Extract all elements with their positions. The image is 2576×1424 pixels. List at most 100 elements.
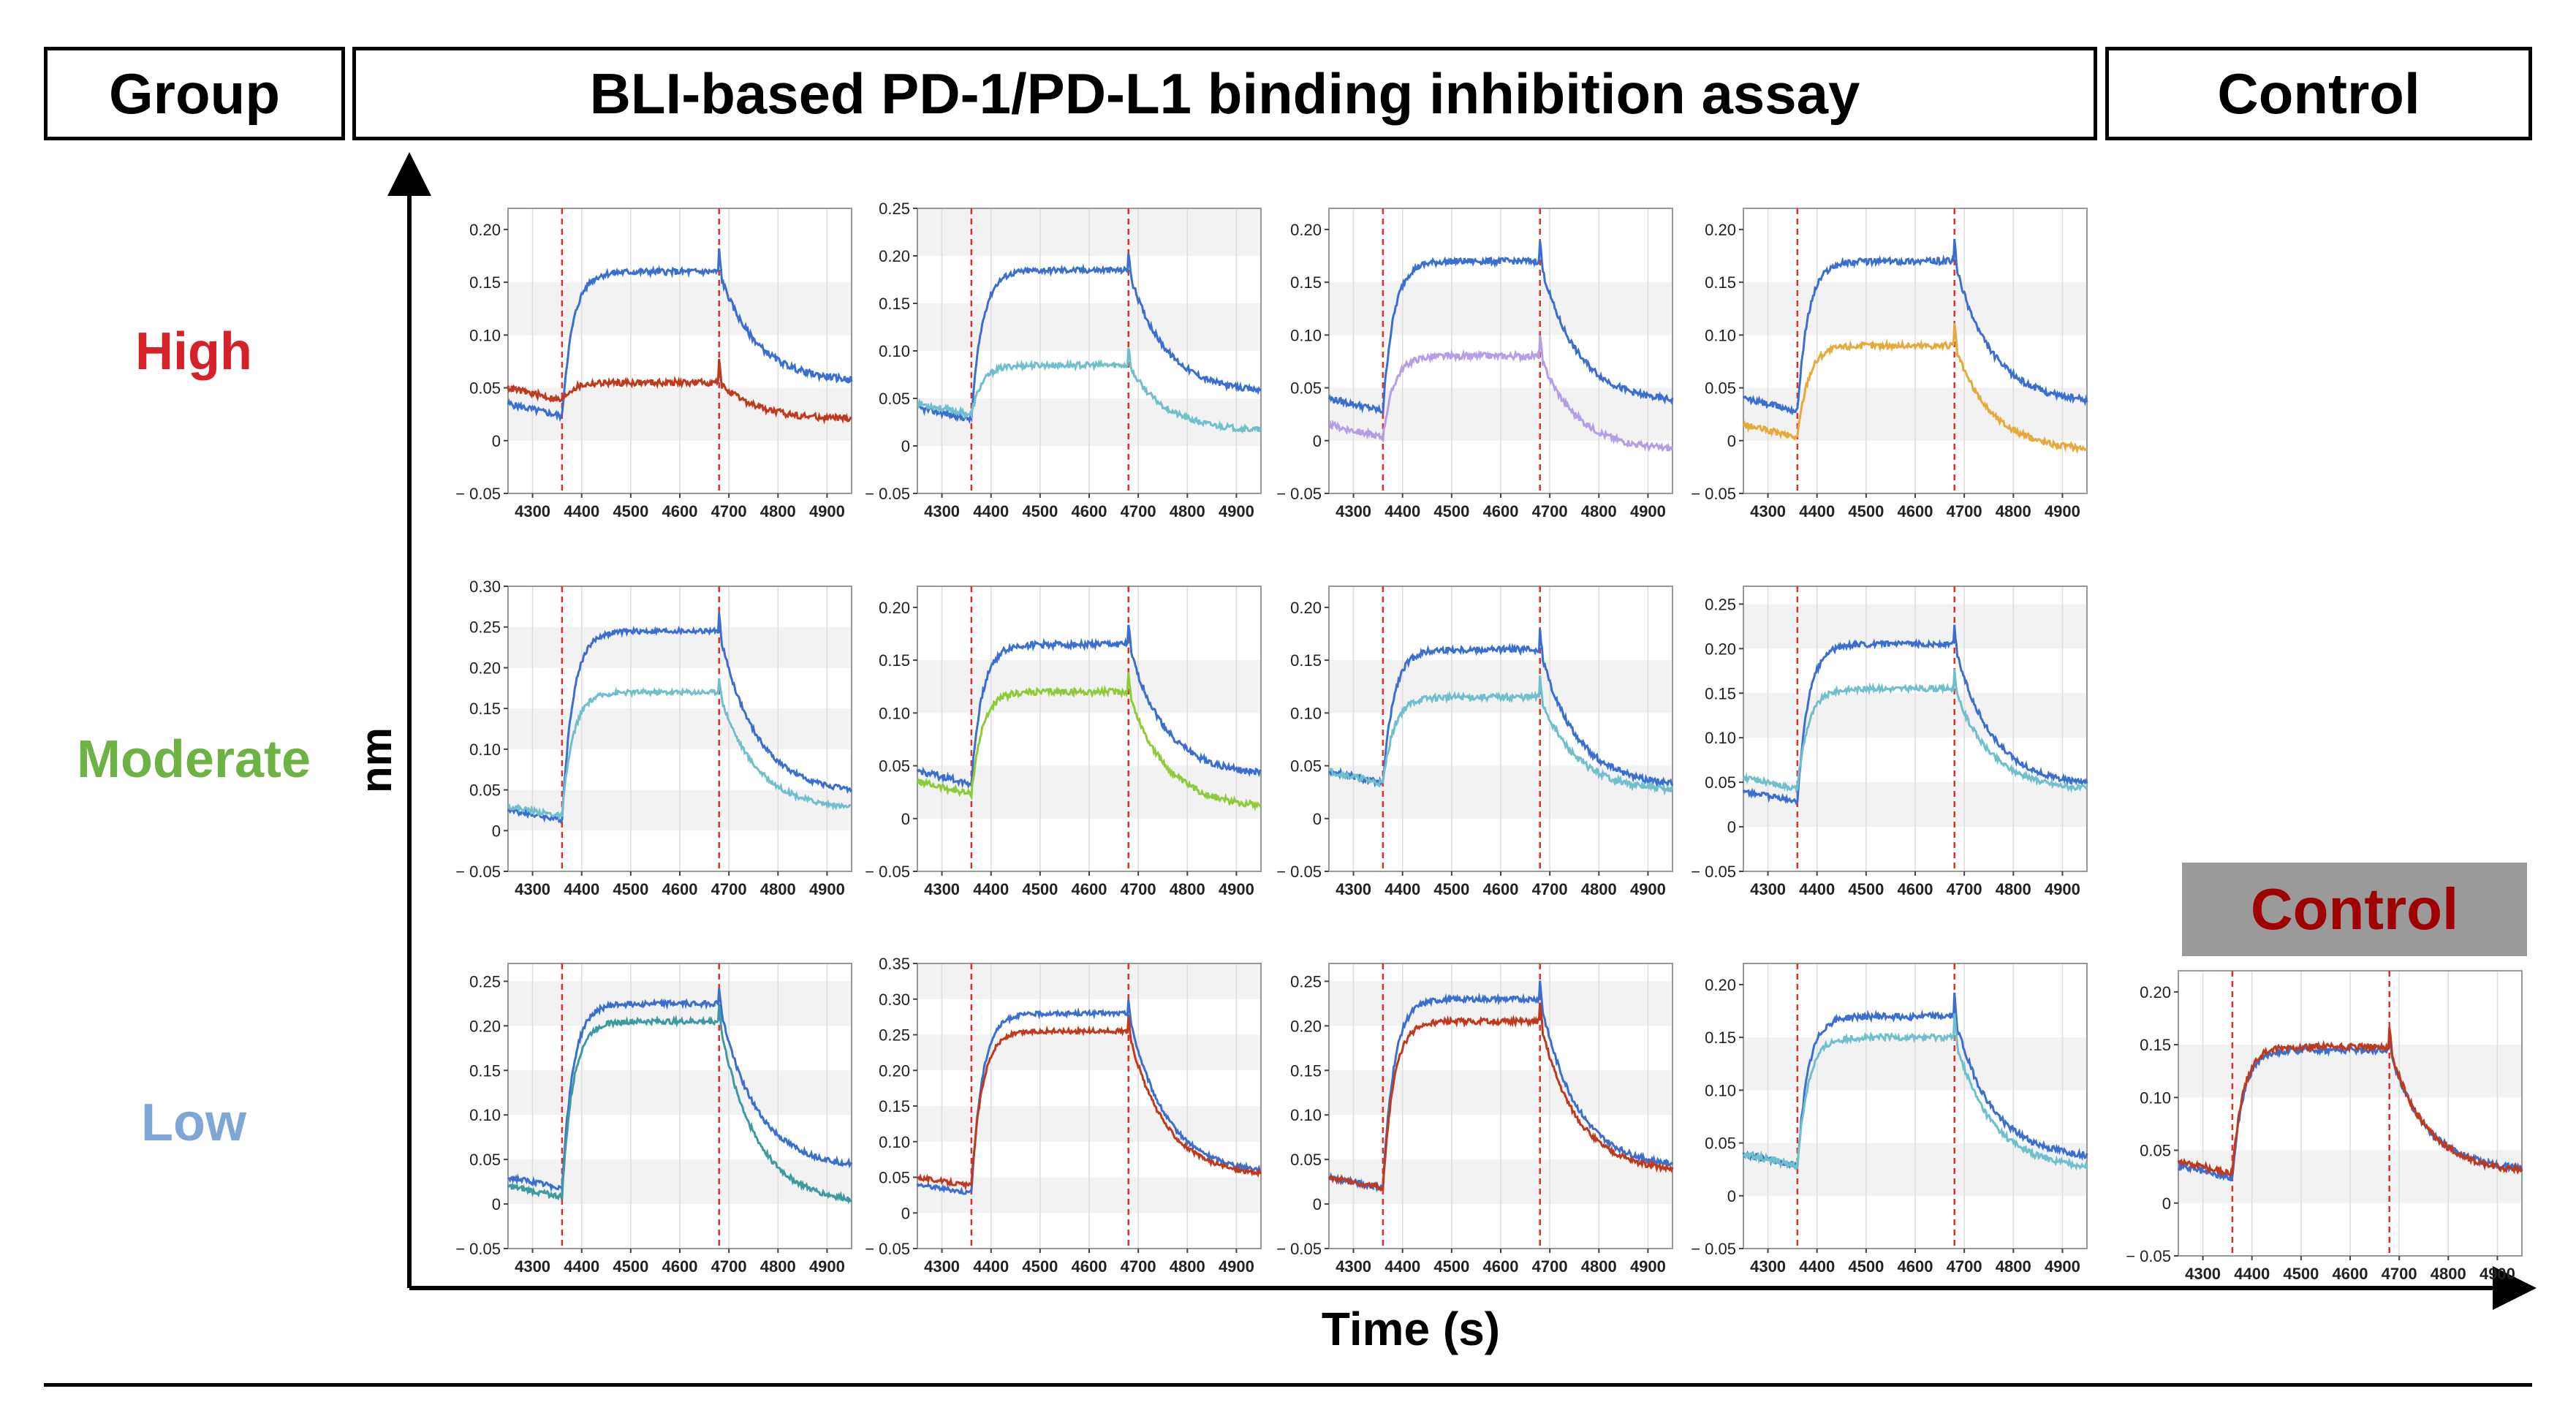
x-tick-label: 4900 (1219, 1257, 1254, 1276)
y-tick-label: − 0.05 (455, 1240, 501, 1258)
x-tick-label: 4800 (2431, 1265, 2466, 1283)
x-tick-label: 4800 (1170, 1257, 1205, 1276)
x-tick-label: 4900 (809, 880, 845, 898)
y-tick-label: 0.10 (1705, 1081, 1736, 1099)
y-tick-label: 0.35 (879, 955, 910, 973)
x-tick-label: 4300 (515, 1257, 550, 1276)
series-line-sample (1742, 669, 2088, 794)
x-tick-label: 4600 (1072, 1257, 1107, 1276)
x-tick-label: 4600 (1483, 1257, 1519, 1276)
x-tick-label: 4900 (2045, 502, 2080, 520)
panel-r2c3: − 0.05 0 0.05 0.10 0.15 0.20 4300 4400 4500 4600 4… (1276, 586, 1674, 898)
y-tick-label: 0.10 (1290, 326, 1322, 344)
series-line-sample (916, 672, 1262, 811)
x-tick-label: 4300 (1750, 502, 1786, 520)
y-tick-label: 0 (1313, 1195, 1322, 1213)
panel-r1c4: − 0.05 0 0.05 0.10 0.15 0.20 4300 4400 4500 4600 4… (1691, 208, 2088, 520)
x-tick-label: 4500 (613, 1257, 648, 1276)
y-tick-label: 0.20 (879, 599, 910, 617)
y-tick-label: 0.20 (469, 221, 501, 239)
y-tick-label: 0.10 (879, 1133, 910, 1151)
y-tick-label: 0.20 (2140, 983, 2171, 1001)
x-tick-label: 4700 (711, 502, 747, 520)
x-tick-label: 4700 (1121, 1257, 1156, 1276)
x-tick-label: 4600 (1483, 502, 1519, 520)
y-tick-label: 0.15 (879, 651, 910, 670)
y-tick-label: 0 (1727, 1187, 1736, 1205)
y-tick-label: 0.20 (1705, 221, 1736, 239)
y-tick-label: 0.10 (1705, 326, 1736, 344)
x-tick-label: 4800 (1581, 1257, 1617, 1276)
y-tick-label: − 0.05 (865, 485, 910, 503)
x-tick-label: 4900 (809, 502, 845, 520)
x-tick-label: 4700 (1947, 502, 1982, 520)
y-tick-label: 0.25 (469, 972, 501, 991)
y-tick-label: 0.25 (879, 200, 910, 218)
x-tick-label: 4600 (1072, 880, 1107, 898)
y-tick-label: − 0.05 (865, 1240, 910, 1258)
bottom-rule (44, 1383, 2532, 1387)
panel-r3c1: − 0.05 0 0.05 0.10 0.15 0.20 0.25 4300 4400 4500 4… (455, 963, 853, 1276)
y-tick-label: 0.05 (1705, 1135, 1736, 1153)
y-tick-label: 0.10 (1290, 1106, 1322, 1124)
panel-r3c4: − 0.05 0 0.05 0.10 0.15 0.20 4300 4400 4500 4600 4… (1691, 963, 2088, 1276)
x-tick-label: 4300 (515, 502, 550, 520)
x-tick-label: 4600 (1898, 1257, 1933, 1276)
series-line-sample (1328, 675, 1674, 796)
y-tick-label: 0 (901, 810, 910, 828)
x-tick-label: 4400 (2234, 1265, 2270, 1283)
y-tick-label: − 0.05 (455, 863, 501, 881)
series-line-reference (916, 624, 1262, 789)
x-tick-label: 4700 (2382, 1265, 2417, 1283)
y-tick-label: 0.15 (1290, 651, 1322, 670)
x-tick-label: 4700 (1947, 880, 1982, 898)
panel-r1c1: − 0.05 0 0.05 0.10 0.15 0.20 4300 4400 4500 4600 4… (455, 208, 853, 520)
x-tick-label: 4900 (1630, 880, 1666, 898)
row-label-low: Low (141, 1094, 246, 1152)
x-tick-label: 4700 (1532, 880, 1568, 898)
x-tick-label: 4300 (924, 880, 960, 898)
x-tick-label: 4300 (924, 1257, 960, 1276)
y-tick-label: 0.05 (1290, 379, 1322, 398)
y-tick-label: 0.05 (1705, 379, 1736, 398)
x-tick-label: 4500 (1022, 880, 1058, 898)
panel-r1c2: − 0.05 0 0.05 0.10 0.15 0.20 0.25 4300 4400 4500 4… (865, 200, 1262, 520)
y-tick-label: − 0.05 (865, 863, 910, 881)
series-line-reference (1742, 238, 2088, 416)
y-tick-label: 0 (901, 1204, 910, 1222)
y-tick-label: 0.05 (879, 390, 910, 408)
y-tick-label: 0.10 (469, 1106, 501, 1124)
x-tick-label: 4500 (1433, 1257, 1469, 1276)
y-tick-label: 0.05 (879, 757, 910, 776)
series-line-reference (507, 248, 853, 423)
y-tick-label: 0.05 (1290, 1151, 1322, 1169)
x-tick-label: 4300 (2185, 1265, 2221, 1283)
y-tick-label: 0.15 (2140, 1036, 2171, 1054)
y-tick-label: 0.25 (1290, 972, 1322, 991)
y-tick-label: 0.15 (1290, 1061, 1322, 1080)
y-tick-label: 0 (492, 1195, 501, 1213)
x-tick-label: 4500 (613, 880, 648, 898)
x-tick-label: 4800 (1170, 880, 1205, 898)
x-tick-label: 4400 (973, 1257, 1009, 1276)
x-tick-label: 4900 (1630, 502, 1666, 520)
series-line-reference (1327, 241, 1674, 414)
y-tick-label: 0.15 (1705, 273, 1736, 292)
row-label-high: High (135, 322, 252, 381)
x-tick-label: 4300 (1336, 1257, 1371, 1276)
x-tick-label: 4400 (973, 880, 1009, 898)
x-tick-label: 4400 (1384, 880, 1420, 898)
y-tick-label: 0.25 (1705, 595, 1736, 613)
x-tick-label: 4300 (1336, 880, 1371, 898)
y-tick-label: 0.05 (1290, 757, 1322, 776)
y-tick-label: 0 (1727, 818, 1736, 836)
x-tick-label: 4300 (515, 880, 550, 898)
y-tick-label: 0.20 (469, 659, 501, 677)
x-tick-label: 4700 (1947, 1257, 1982, 1276)
y-tick-label: 0 (2162, 1194, 2171, 1213)
y-tick-label: 0.20 (1290, 599, 1322, 617)
x-tick-label: 4500 (613, 502, 648, 520)
y-tick-label: 0.20 (879, 1061, 910, 1080)
y-tick-label: 0.20 (1705, 640, 1736, 658)
series-line-sample (1742, 322, 2088, 455)
